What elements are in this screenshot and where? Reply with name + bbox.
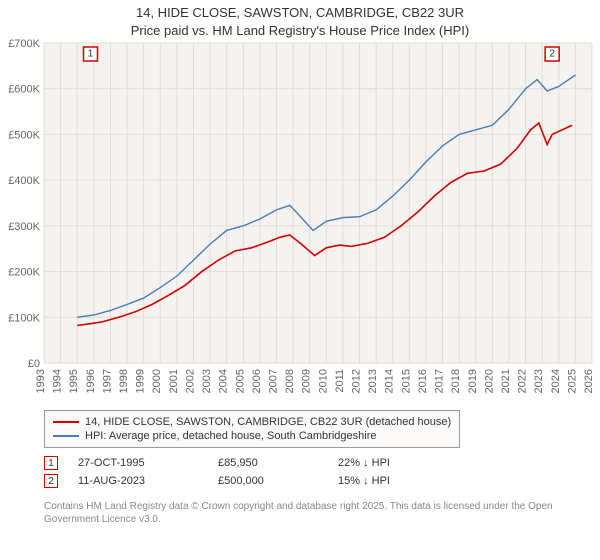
legend-item: HPI: Average price, detached house, Sout… — [53, 429, 451, 443]
x-tick-label: 1999 — [135, 369, 147, 393]
x-tick-label: 2026 — [583, 369, 595, 393]
x-tick-label: 1998 — [118, 369, 130, 393]
row-variance: 22% ↓ HPI — [338, 457, 458, 469]
legend-item: 14, HIDE CLOSE, SAWSTON, CAMBRIDGE, CB22… — [53, 415, 451, 429]
y-tick-label: £600K — [8, 84, 40, 96]
x-tick-label: 2016 — [417, 369, 429, 393]
legend: 14, HIDE CLOSE, SAWSTON, CAMBRIDGE, CB22… — [44, 410, 460, 448]
row-date: 27-OCT-1995 — [78, 457, 218, 469]
x-tick-label: 2014 — [384, 369, 396, 393]
x-tick-label: 2012 — [351, 369, 363, 393]
x-tick-label: 2015 — [400, 369, 412, 393]
legend-swatch — [53, 435, 79, 437]
row-price: £85,950 — [218, 457, 338, 469]
y-tick-label: £700K — [8, 39, 40, 50]
title-line-2: Price paid vs. HM Land Registry's House … — [0, 22, 600, 40]
chart-title: 14, HIDE CLOSE, SAWSTON, CAMBRIDGE, CB22… — [0, 0, 600, 39]
chart-container: £0 £100K £200K £300K £400K £500K £600K £700K 199… — [0, 39, 600, 404]
x-tick-label: 2002 — [184, 369, 196, 393]
x-tick-label: 2017 — [434, 369, 446, 393]
legend-label: 14, HIDE CLOSE, SAWSTON, CAMBRIDGE, CB22… — [85, 416, 451, 428]
legend-label: HPI: Average price, detached house, Sout… — [85, 430, 376, 442]
y-tick-label: £200K — [8, 267, 40, 279]
row-date: 11-AUG-2023 — [78, 475, 218, 487]
x-tick-label: 2007 — [267, 369, 279, 393]
table-row: 2 11-AUG-2023£500,00015% ↓ HPI — [44, 472, 600, 490]
x-tick-label: 2011 — [334, 369, 346, 393]
y-tick-label: £300K — [8, 221, 40, 233]
x-tick-label: 2008 — [284, 369, 296, 393]
y-tick-label: £400K — [8, 175, 40, 187]
x-tick-label: 2023 — [533, 369, 545, 393]
x-tick-label: 2024 — [550, 369, 562, 393]
x-tick-label: 2020 — [483, 369, 495, 393]
y-tick-label: £100K — [8, 312, 40, 324]
x-tick-label: 2019 — [467, 369, 479, 393]
x-tick-label: 2001 — [168, 369, 180, 393]
marker-num-1: 1 — [88, 49, 94, 60]
x-tick-label: 1996 — [85, 369, 97, 393]
footer-attribution: Contains HM Land Registry data © Crown c… — [44, 500, 564, 526]
x-tick-label: 2018 — [450, 369, 462, 393]
y-tick-label: £0 — [28, 358, 40, 370]
x-tick-label: 2009 — [301, 369, 313, 393]
x-tick-label: 1993 — [35, 369, 47, 393]
line-chart: £0 £100K £200K £300K £400K £500K £600K £700K 199… — [0, 39, 600, 399]
x-tick-label: 2025 — [566, 369, 578, 393]
x-tick-label: 2003 — [201, 369, 213, 393]
x-tick-label: 2022 — [517, 369, 529, 393]
x-tick-label: 1994 — [52, 369, 64, 393]
legend-swatch — [53, 421, 79, 423]
row-variance: 15% ↓ HPI — [338, 475, 458, 487]
x-tick-label: 2005 — [234, 369, 246, 393]
x-tick-label: 2006 — [251, 369, 263, 393]
x-tick-label: 1995 — [68, 369, 80, 393]
row-price: £500,000 — [218, 475, 338, 487]
row-marker: 1 — [44, 456, 58, 470]
title-line-1: 14, HIDE CLOSE, SAWSTON, CAMBRIDGE, CB22… — [0, 4, 600, 22]
x-tick-label: 1997 — [101, 369, 113, 393]
x-tick-label: 2004 — [218, 369, 230, 393]
x-tick-label: 2010 — [317, 369, 329, 393]
table-row: 1 27-OCT-1995£85,95022% ↓ HPI — [44, 454, 600, 472]
x-tick-label: 2000 — [151, 369, 163, 393]
marker-num-2: 2 — [549, 49, 555, 60]
y-tick-label: £500K — [8, 130, 40, 142]
row-marker: 2 — [44, 474, 58, 488]
x-tick-label: 2021 — [500, 369, 512, 393]
x-tick-label: 2013 — [367, 369, 379, 393]
price-paid-table: 1 27-OCT-1995£85,95022% ↓ HPI 2 11-AUG-2023… — [44, 454, 600, 490]
